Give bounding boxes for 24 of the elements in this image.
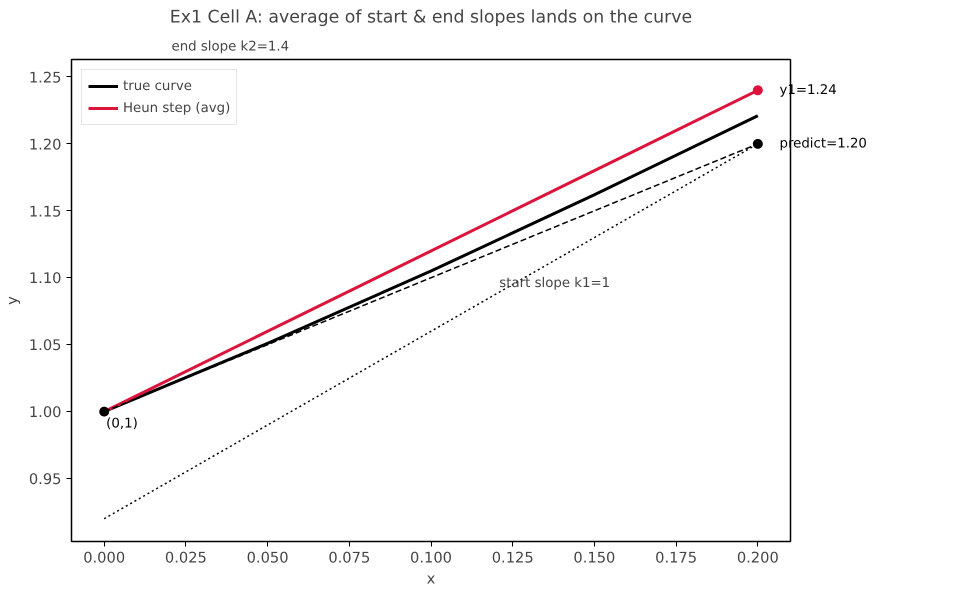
text: end slope k2=1.4: [172, 40, 290, 54]
x-tick-label: 0.025: [164, 550, 207, 566]
legend-label: Heun step (avg): [123, 100, 230, 116]
chart-title: Ex1 Cell A: average of start & end slopes lands on the curve: [170, 8, 692, 28]
x-tick-label: 0.175: [655, 550, 698, 566]
y-tick-label: 1.00: [28, 404, 62, 422]
y-tick-label: 1.25: [28, 69, 62, 86]
annotation: (0,1): [106, 416, 138, 432]
legend-label: true curve: [123, 78, 192, 94]
y-tick-label: 0.95: [28, 471, 62, 488]
x-tick-label: 0.050: [246, 550, 289, 566]
x-tick-label: 0.075: [328, 550, 370, 566]
x-tick-label: 0.150: [573, 550, 616, 566]
y-tick-label: 1.10: [28, 270, 62, 288]
y-tick-label: 1.20: [28, 136, 62, 154]
y-tick-label: 1.05: [28, 337, 62, 354]
y-tick-label: 1.15: [28, 203, 62, 220]
x-tick-label: 0.000: [83, 550, 126, 566]
x-tick-label: 0.100: [410, 550, 452, 566]
x-tick-label: 0.200: [736, 550, 779, 566]
x-tick-label: 0.125: [492, 550, 534, 566]
x-axis-title: x: [426, 570, 436, 588]
annotation: start slope k1=1: [499, 276, 610, 291]
y-axis-title: y: [4, 296, 21, 305]
